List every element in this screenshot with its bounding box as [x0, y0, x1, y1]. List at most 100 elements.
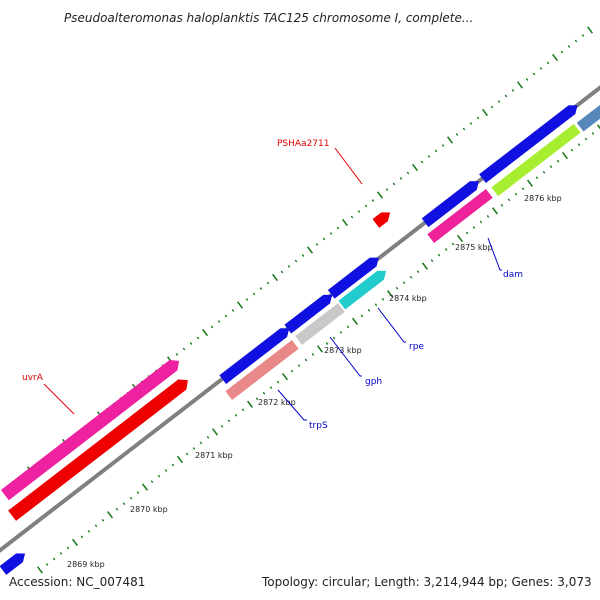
accession-label: Accession: NC_007481 — [9, 575, 145, 589]
tick-row-upper — [175, 353, 179, 356]
tick-row-lower — [290, 369, 294, 373]
leader-uvra — [43, 383, 75, 415]
gene-label-gph[interactable]: gph — [365, 377, 382, 387]
tick-row-lower — [332, 336, 336, 340]
tick-row-lower — [526, 179, 534, 187]
tick-label: 2873 kbp — [324, 346, 362, 355]
gene-label-dam[interactable]: dam — [503, 270, 523, 280]
tick-row-upper — [434, 149, 438, 153]
tick-row-upper — [420, 160, 424, 164]
tick-row-lower — [486, 215, 490, 218]
tick-row-lower — [171, 463, 175, 467]
tick-row-lower — [36, 566, 44, 574]
map-title: Pseudoalteromonas haloplanktis TAC125 ch… — [64, 11, 473, 25]
tick-row-upper — [406, 171, 410, 175]
tick-row-upper — [329, 232, 333, 235]
tick-row-lower — [185, 452, 189, 456]
tick-row-lower — [255, 397, 259, 401]
tick-row-lower — [316, 345, 324, 353]
tick-row-upper — [574, 39, 578, 43]
tick-row-lower — [444, 248, 448, 251]
tick-row-upper — [210, 325, 214, 329]
tick-row-lower — [521, 187, 525, 191]
tick-row-lower — [199, 441, 203, 445]
tick-row-lower — [386, 290, 394, 298]
tick-row-upper — [476, 116, 480, 120]
tick-row-lower — [206, 436, 210, 439]
tick-row-upper — [469, 122, 473, 125]
tick-row-upper — [560, 50, 564, 54]
gene-cds-blue — [479, 105, 578, 183]
gene-uvra-pink — [0, 359, 180, 501]
tick-row-upper — [581, 34, 585, 37]
tick-row-lower — [227, 419, 231, 423]
tick-row-lower — [416, 270, 420, 274]
tick-row-upper — [301, 254, 305, 257]
leader-pshaa2711 — [334, 147, 363, 185]
tick-row-lower — [241, 408, 245, 412]
gene-label-uvra[interactable]: uvrA — [22, 373, 44, 383]
tick-row-upper — [266, 281, 270, 285]
tick-row-upper — [441, 144, 445, 147]
tick-row-lower — [456, 234, 464, 243]
tick-row-lower — [514, 192, 518, 196]
tick-row-upper — [532, 72, 536, 76]
gene-label-trps[interactable]: trpS — [309, 421, 328, 431]
tick-row-lower — [157, 474, 161, 478]
leader-dam — [487, 237, 502, 271]
tick-label: 2875 kbp — [455, 243, 493, 252]
gene-cds-blue — [0, 553, 26, 575]
genome-summary: Topology: circular; Length: 3,214,944 bp… — [261, 575, 592, 589]
gene-gph — [295, 303, 345, 345]
tick-row-lower — [234, 413, 238, 417]
leader-rpe — [377, 307, 406, 343]
tick-row-lower — [549, 165, 553, 169]
tick-row-lower — [59, 552, 63, 555]
tick-row-lower — [136, 491, 140, 495]
tick-row-upper — [399, 177, 403, 180]
leader-trps — [277, 389, 307, 421]
tick-row-lower — [584, 137, 588, 141]
tick-row-lower — [176, 455, 184, 464]
tick-row-upper — [525, 78, 529, 81]
tick-row-upper — [245, 298, 249, 301]
gene-yellowgreen — [491, 123, 581, 197]
tick-row-lower — [325, 342, 329, 345]
tick-row-lower — [451, 242, 455, 246]
label-leader-lines — [43, 147, 502, 421]
gene-label-pshaa2711[interactable]: PSHAa2711 — [277, 139, 329, 149]
tick-row-upper — [315, 243, 319, 246]
tick-row-lower — [577, 143, 581, 146]
tick-label: 2870 kbp — [130, 505, 168, 514]
tick-row-lower — [66, 546, 70, 550]
tick-row-upper — [511, 89, 515, 92]
tick-row-upper — [236, 301, 244, 309]
tick-row-lower — [402, 281, 406, 285]
tick-row-lower — [465, 231, 469, 235]
tick-row-upper — [306, 246, 314, 254]
tick-row-lower — [591, 132, 595, 135]
tick-row-lower — [71, 538, 79, 547]
tick-row-lower — [535, 176, 539, 180]
tick-row-upper — [201, 328, 209, 337]
tick-row-lower — [507, 198, 511, 202]
tick-row-lower — [129, 496, 133, 500]
tick-row-upper — [322, 237, 326, 241]
tick-row-lower — [276, 380, 280, 384]
tick-row-lower — [409, 275, 413, 279]
tick-row-upper — [490, 105, 494, 109]
tick-row-lower — [479, 220, 483, 224]
tick-label: 2876 kbp — [524, 194, 562, 203]
tick-row-lower — [80, 535, 84, 539]
gene-label-rpe[interactable]: rpe — [409, 342, 424, 352]
gene-features — [0, 104, 600, 575]
gene-steelblue — [576, 104, 600, 132]
tick-row-lower — [596, 124, 600, 130]
tick-row-lower — [437, 253, 441, 257]
tick-row-upper — [294, 259, 298, 263]
tick-row-upper — [231, 309, 235, 312]
tick-row-lower — [94, 524, 98, 528]
tick-row-lower — [192, 447, 196, 450]
tick-row-lower — [570, 148, 574, 152]
tick-row-lower — [164, 469, 168, 472]
